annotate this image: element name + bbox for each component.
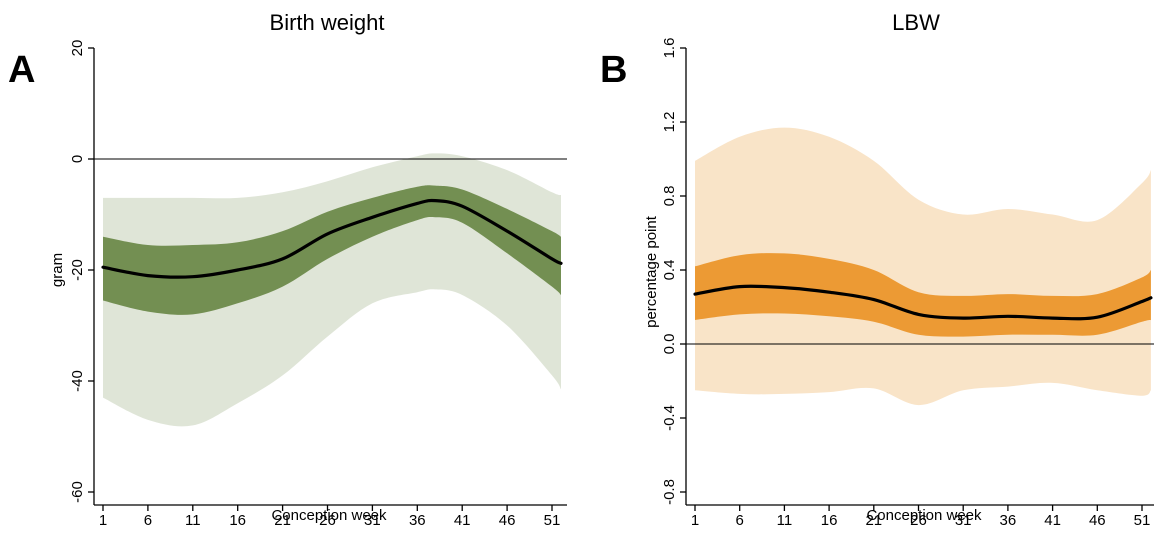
panel-a-x-tick-label: 1: [99, 512, 107, 529]
panel-b-estimate-line: [693, 284, 1153, 321]
panel-a-y-tick-label: -20: [69, 259, 86, 281]
panel-b-x-tick-label: 46: [1089, 512, 1106, 529]
panel-b-inner-ci-band: [695, 253, 1151, 337]
panel-b-y-tick-label: 0.0: [661, 334, 678, 355]
panel-a-estimate-line: [101, 198, 563, 279]
panel-b-y-tick-label: 0.4: [661, 260, 678, 281]
panel-b-x-tick-label: 41: [1044, 512, 1061, 529]
panel-b-x-tick-label: 21: [865, 512, 882, 529]
panel-b-y-tick-label: -0.8: [661, 479, 678, 505]
panel-a-x-tick-label: 31: [364, 512, 381, 529]
panel-b-x-tick-label: 16: [821, 512, 838, 529]
panel-b-y-tick-label: 1.2: [661, 112, 678, 133]
panel-b-bands: [695, 127, 1151, 406]
panel-b: B LBW -0.8-0.40.00.40.81.21.6 1 6 11 16 21 26…: [600, 10, 1154, 529]
panel-a-x-tick-label: 51: [544, 512, 561, 529]
panel-a-x-tick-label: 26: [319, 512, 336, 529]
panel-b-y-tick-label: -0.4: [661, 405, 678, 431]
panel-a-x-ticks: 1 6 11 16 21 26 31 36 41 46 51: [99, 505, 561, 529]
panel-b-x-tick-label: 31: [955, 512, 972, 529]
panel-a-x-tick-label: 6: [144, 512, 152, 529]
panel-a-y-tick-label: -40: [69, 370, 86, 392]
panel-b-x-tick-label: 26: [910, 512, 927, 529]
panel-a-title: Birth weight: [270, 10, 385, 35]
panel-a-y-axis-label: gram: [49, 253, 66, 287]
panel-a-x-axis-label: Conception week: [271, 507, 387, 524]
panel-a-x-tick-label: 16: [229, 512, 246, 529]
panel-b-title: LBW: [892, 10, 940, 35]
panel-b-x-tick-label: 51: [1134, 512, 1151, 529]
panel-a-outer-ci-band: [103, 153, 561, 427]
panel-b-y-ticks: -0.8 -0.4 0.0 0.4 0.8 1.2 1.6: [661, 38, 686, 505]
panel-b-y-tick-label: 0.8: [661, 186, 678, 207]
panel-a-bands: [103, 153, 561, 427]
panel-b-y-tick-label: 1.6: [661, 38, 678, 59]
panel-b-x-ticks: 1 6 11 16 21 26 31 36 41 46 51: [691, 505, 1151, 529]
panel-a-y-tick-label: -60: [69, 481, 86, 503]
panel-b-outer-ci-band: [695, 127, 1151, 406]
panel-a-y-ticks: -60 -40 -20 0 20: [69, 40, 94, 503]
panel-b-x-tick-label: 1: [691, 512, 699, 529]
panel-letter-b: B: [600, 49, 627, 91]
panel-b-y-axis-label: percentage point: [643, 215, 660, 328]
panel-a-inner-ci-band: [103, 185, 561, 315]
panel-a-y-tick-label: 20: [69, 40, 86, 57]
panel-a-x-tick-label: 11: [185, 512, 201, 529]
panel-b-x-tick-label: 6: [736, 512, 744, 529]
panel-b-x-tick-label: 36: [1000, 512, 1017, 529]
panel-a-x-tick-label: 36: [409, 512, 426, 529]
panel-a-x-tick-label: 46: [499, 512, 516, 529]
panel-a-y-tick-label: 0: [69, 155, 86, 163]
panel-a-x-tick-label: 21: [274, 512, 291, 529]
panel-b-x-tick-label: 11: [777, 512, 793, 529]
panel-b-x-axis-label: Conception week: [866, 507, 982, 524]
panel-a-x-tick-label: 41: [454, 512, 471, 529]
panel-letter-a: A: [8, 49, 35, 91]
